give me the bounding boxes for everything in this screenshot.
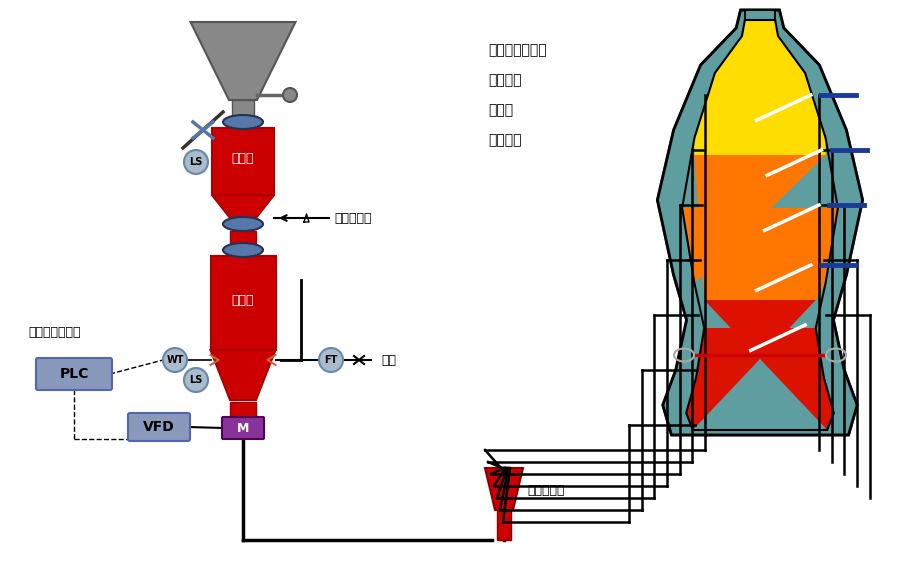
Bar xyxy=(745,10,775,20)
Text: 气源: 气源 xyxy=(381,353,396,367)
Bar xyxy=(212,128,274,195)
Text: 收料罐: 收料罐 xyxy=(232,152,254,165)
Circle shape xyxy=(163,348,187,372)
FancyBboxPatch shape xyxy=(128,413,190,441)
Text: 噪吸罐: 噪吸罐 xyxy=(232,293,254,307)
Text: FT: FT xyxy=(325,355,337,365)
Polygon shape xyxy=(190,22,296,100)
Text: 炼鉢电炉: 炼鉢电炉 xyxy=(488,133,522,147)
FancyBboxPatch shape xyxy=(36,358,112,390)
Bar xyxy=(210,256,276,350)
Text: LS: LS xyxy=(190,375,202,385)
FancyBboxPatch shape xyxy=(222,417,264,439)
Text: M: M xyxy=(237,422,249,435)
Circle shape xyxy=(283,88,297,102)
Polygon shape xyxy=(695,18,825,155)
Text: LS: LS xyxy=(190,157,202,167)
Ellipse shape xyxy=(223,243,263,257)
Bar xyxy=(230,231,256,248)
Circle shape xyxy=(319,348,343,372)
Text: 管路分配器: 管路分配器 xyxy=(527,483,564,496)
Bar xyxy=(497,510,511,540)
Polygon shape xyxy=(210,350,276,400)
Circle shape xyxy=(184,368,208,392)
Text: 循环流化床锅炉: 循环流化床锅炉 xyxy=(488,43,547,57)
Polygon shape xyxy=(687,300,834,430)
Polygon shape xyxy=(212,195,274,218)
Ellipse shape xyxy=(223,217,263,231)
Polygon shape xyxy=(485,468,523,510)
Bar xyxy=(232,100,254,118)
Polygon shape xyxy=(682,155,838,300)
Text: 炼鐵高炉: 炼鐵高炉 xyxy=(488,73,522,87)
Text: PLC: PLC xyxy=(59,367,89,381)
Text: VFD: VFD xyxy=(143,420,175,434)
Text: WT: WT xyxy=(166,355,184,365)
Bar xyxy=(230,402,256,418)
Ellipse shape xyxy=(223,115,263,129)
Text: 流化加压气: 流化加压气 xyxy=(334,212,372,224)
Text: 给料里连续可调: 给料里连续可调 xyxy=(28,325,81,339)
Polygon shape xyxy=(658,10,863,435)
Circle shape xyxy=(184,150,208,174)
Text: 燕炼炉: 燕炼炉 xyxy=(488,103,513,117)
